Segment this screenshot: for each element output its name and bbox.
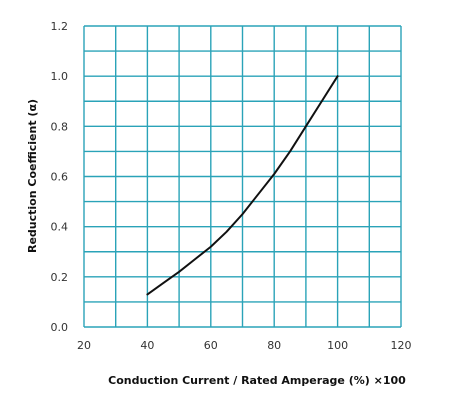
y-tick-label: 0.0 <box>51 321 69 334</box>
x-tick-label: 100 <box>327 339 348 352</box>
y-tick-label: 1.2 <box>51 20 69 33</box>
x-tick-label: 40 <box>140 339 154 352</box>
x-tick-label: 80 <box>267 339 281 352</box>
grid <box>83 25 402 328</box>
y-tick-label: 0.4 <box>51 221 69 234</box>
tick-labels: 20 40 60 80 100 120 0.0 0.2 0.4 0.6 0.8 1.0 1.2 <box>51 20 412 352</box>
y-axis-title: Reduction Coefficient (α) <box>26 99 39 253</box>
series-line-0 <box>146 75 339 296</box>
series <box>146 75 339 296</box>
x-axis-title: Conduction Current / Rated Amperage (%) … <box>108 374 406 387</box>
y-tick-label: 0.8 <box>51 120 69 133</box>
y-tick-label: 0.6 <box>51 171 69 184</box>
y-tick-label: 0.2 <box>51 271 69 284</box>
y-tick-label: 1.0 <box>51 70 69 83</box>
x-tick-label: 60 <box>204 339 218 352</box>
x-tick-label: 20 <box>77 339 91 352</box>
x-tick-label: 120 <box>391 339 412 352</box>
